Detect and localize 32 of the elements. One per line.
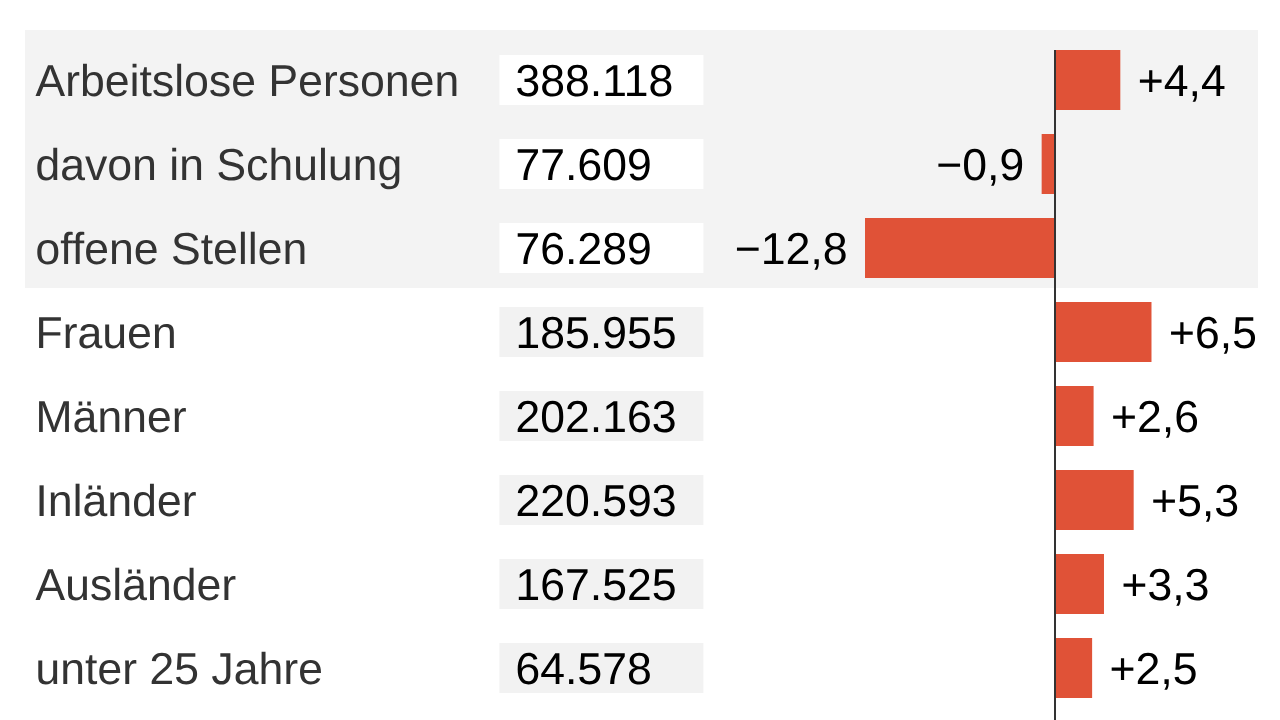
y-tick-label: Arbeitslose Personen [35,63,457,97]
bar [1055,386,1094,447]
y-tick-label: Inländer [39,483,196,517]
data-label: +2,6 [1113,400,1198,438]
y-tick-label: davon in Schulung [37,147,400,190]
data-label: +4,4 [1139,65,1225,102]
bar [1055,302,1152,363]
text: 388.118 [517,64,672,97]
bar [1055,50,1121,111]
bar [1055,554,1104,615]
y-tick-label: Männer [39,401,186,433]
bar [1041,134,1056,195]
text: 167.525 [518,568,675,601]
y-tick-label: unter 25 Jahre [38,651,321,685]
text: 220.593 [517,484,675,517]
data-label: +6,5 [1171,316,1256,354]
data-label: +2,5 [1111,652,1196,690]
bar [1055,638,1093,699]
data-label: +5,3 [1153,484,1238,522]
data-label: −12,8 [736,232,846,270]
y-tick-label: offene Stellen [37,231,305,265]
text: 76.289 [517,232,650,265]
bar [865,218,1056,279]
text: 64.578 [517,652,650,685]
text: 77.609 [517,148,650,181]
y-tick-label: Frauen [39,317,174,349]
text: 202.163 [517,400,675,433]
text: 185.955 [518,316,675,349]
data-label: −0,9 [938,148,1023,186]
y-tick-label: Ausländer [35,567,236,601]
data-label: +3,3 [1123,568,1208,606]
bar [1055,470,1134,531]
